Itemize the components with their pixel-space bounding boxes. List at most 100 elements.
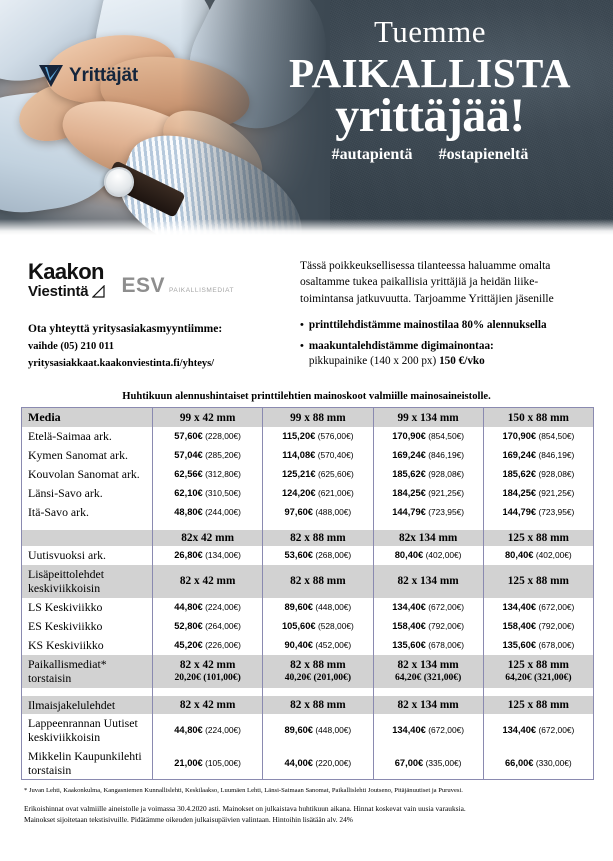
price-cell: 135,60€ (678,00€)	[482, 635, 595, 655]
kaakon-logo-line1: Kaakon	[28, 259, 104, 284]
section-header-paikallismediat: Paikallismediat* torstaisin 82 x 42 mm 2…	[21, 654, 595, 688]
footnotes-section: * Juvan Lehti, Kaakonkulma, Kangasniemen…	[0, 780, 613, 825]
size-cell: 82x 42 mm	[151, 529, 264, 546]
row-label: Kouvolan Sanomat ark.	[21, 464, 153, 484]
price-cell: 52,80€ (264,00€)	[151, 616, 264, 636]
table-row: Kouvolan Sanomat ark. 62,56€ (312,80€) 1…	[21, 464, 595, 484]
intro-paragraph: Tässä poikkeuksellisessa tilanteessa hal…	[300, 260, 554, 305]
kaakon-viestinta-logo: Kaakon Viestintä	[28, 259, 106, 300]
price-cell: 170,90€ (854,50€)	[482, 426, 595, 446]
price-cell: 185,62€ (928,08€)	[482, 464, 595, 484]
row-label-line2: keskiviikkoisin	[28, 730, 101, 745]
table-row: Länsi-Savo ark. 62,10€ (310,50€) 124,20€…	[21, 483, 595, 503]
price-cell: 53,60€ (268,00€)	[262, 545, 374, 565]
offer-bullet-digital-text: maakuntalehdistämme digimainontaa:	[308, 340, 494, 353]
price-cell: 158,40€ (792,00€)	[372, 616, 484, 636]
price-cell: 57,04€ (285,20€)	[151, 445, 264, 465]
price-cell: 184,25€ (921,25€)	[372, 483, 484, 503]
price-cell: 134,40€ (672,00€)	[482, 713, 595, 747]
table-row: Uutisvuoksi ark. 26,80€ (134,00€) 53,60€…	[21, 545, 595, 565]
price-cell: 184,25€ (921,25€)	[482, 483, 595, 503]
bullet-dot-icon: •	[300, 340, 304, 353]
price-cell: 169,24€ (846,19€)	[482, 445, 595, 465]
size-row-blank	[21, 529, 153, 546]
info-right-column: Tässä poikkeuksellisessa tilanteessa hal…	[300, 253, 590, 375]
bullet-dot-icon: •	[300, 318, 304, 331]
size-and-price-cell: 125 x 88 mm 64,20€ (321,00€)	[482, 654, 595, 688]
size-and-price-cell: 82 x 42 mm 20,20€ (101,00€)	[151, 654, 264, 688]
price-cell: 185,62€ (928,08€)	[372, 464, 484, 484]
price-cell: 21,00€ (105,00€)	[151, 746, 264, 780]
row-label: KS Keskiviikko	[21, 635, 153, 655]
table-row: Mikkelin Kaupunkilehti torstaisin 21,00€…	[21, 746, 595, 780]
row-label: Lappeenrannan Uutiset keskiviikkoisin	[21, 713, 153, 747]
footnote-terms-line1: Erikoishinnat ovat valmiille aineistolle…	[24, 804, 466, 814]
size-cell: 82x 134 mm	[372, 529, 484, 546]
table-header-row: Media 99 x 42 mm 99 x 88 mm 99 x 134 mm …	[21, 407, 595, 427]
table-row: LS Keskiviikko 44,80€ (224,00€) 89,60€ (…	[21, 597, 595, 617]
price-cell: 115,20€ (576,00€)	[262, 426, 374, 446]
table-row: Kymen Sanomat ark. 57,04€ (285,20€) 114,…	[21, 445, 595, 465]
table-row: Itä-Savo ark. 48,80€ (244,00€) 97,60€ (4…	[21, 502, 595, 522]
yrittajat-logo-text: Yrittäjät	[69, 64, 138, 86]
section-label-line2: keskiviikkoisin	[28, 581, 101, 596]
price-table-wrapper: Media 99 x 42 mm 99 x 88 mm 99 x 134 mm …	[0, 407, 613, 781]
size-cell: 82 x 42 mm	[151, 695, 264, 714]
offer-bullet-digital-price: 150 €/vko	[439, 355, 485, 368]
price-cell: 158,40€ (792,00€)	[482, 616, 595, 636]
price-cell: 124,20€ (621,00€)	[262, 483, 374, 503]
size-cell: 125 x 88 mm	[482, 695, 595, 714]
hero-banner: Yrittäjät Tuemme PAIKALLISTA yrittäjää! …	[0, 0, 613, 235]
section-header-ilmaisjakelulehdet: Ilmaisjakelulehdet 82 x 42 mm 82 x 88 mm…	[21, 695, 595, 714]
price-cell: 80,40€ (402,00€)	[482, 545, 595, 565]
price-cell: 134,40€ (672,00€)	[372, 597, 484, 617]
offer-bullet-print: • printtilehdistämme mainostilaa 80% ale…	[300, 318, 590, 333]
kaakon-logo-line2: Viestintä	[28, 283, 89, 300]
size-header-row-uutisvuoksi: 82x 42 mm 82 x 88 mm 82x 134 mm 125 x 88…	[21, 529, 595, 546]
contact-url[interactable]: yritysasiakkaat.kaakonviestinta.fi/yhtey…	[28, 358, 215, 369]
hero-line-tuemme: Tuemme	[373, 14, 487, 49]
table-row: Lappeenrannan Uutiset keskiviikkoisin 44…	[21, 713, 595, 747]
price-cell: 57,60€ (228,00€)	[151, 426, 264, 446]
price-cell: 44,80€ (224,00€)	[151, 713, 264, 747]
photo-edge-fade	[180, 0, 330, 235]
footnote-terms: Erikoishinnat ovat valmiille aineistolle…	[24, 803, 593, 825]
table-row: KS Keskiviikko 45,20€ (226,00€) 90,40€ (…	[21, 635, 595, 655]
header-size-2: 99 x 88 mm	[262, 407, 374, 427]
section-label-line1: Paikallismediat*	[28, 656, 107, 671]
row-label: Länsi-Savo ark.	[21, 483, 153, 503]
row-label: Etelä-Saimaa ark.	[21, 426, 153, 446]
kaakon-triangle-icon	[92, 285, 106, 298]
price-cell: 97,60€ (488,00€)	[262, 502, 374, 522]
price-cell: 89,60€ (448,00€)	[262, 597, 374, 617]
price-cell: 62,10€ (310,50€)	[151, 483, 264, 503]
price-table: Media 99 x 42 mm 99 x 88 mm 99 x 134 mm …	[21, 407, 595, 781]
hands-photo	[0, 0, 330, 235]
section-label-line1: Lisäpeittolehdet	[28, 566, 105, 581]
section-label: Paikallismediat* torstaisin	[21, 654, 153, 688]
offer-bullet-digital-detail: pikkupainike (140 x 200 px)	[308, 355, 440, 368]
price-cell: 67,00€ (335,00€)	[372, 746, 484, 780]
row-label: ES Keskiviikko	[21, 616, 153, 636]
row-label: Mikkelin Kaupunkilehti torstaisin	[21, 746, 153, 780]
header-size-3: 99 x 134 mm	[372, 407, 484, 427]
brand-logos: Kaakon Viestintä ESV PAIKALLISMEDIAT	[28, 259, 300, 300]
size-cell: 125 x 88 mm	[482, 564, 595, 598]
contact-heading: Ota yhteyttä yritysasiakasmyyntiimme:	[28, 323, 223, 335]
hashtag-autapienta: #autapientä	[331, 146, 413, 164]
header-media: Media	[21, 407, 153, 427]
esv-logo-mark: ESV	[121, 274, 165, 297]
contact-phone: vaihde (05) 210 011	[28, 341, 115, 352]
price-cell: 26,80€ (134,00€)	[151, 545, 264, 565]
price-cell: 80,40€ (402,00€)	[372, 545, 484, 565]
hero-line-yrittajaa: yrittäjää!	[335, 89, 525, 143]
header-size-4: 150 x 88 mm	[482, 407, 595, 427]
price-cell: 170,90€ (854,50€)	[372, 426, 484, 446]
footnote-asterisk: * Juvan Lehti, Kaakonkulma, Kangasniemen…	[24, 787, 463, 795]
price-cell: 89,60€ (448,00€)	[262, 713, 374, 747]
yrittajat-logo-mark	[39, 65, 63, 87]
price-cell: 90,40€ (452,00€)	[262, 635, 374, 655]
hero-line-paikallista: PAIKALLISTA	[289, 49, 571, 96]
price-cell: 62,56€ (312,80€)	[151, 464, 264, 484]
size-cell: 82 x 134 mm	[372, 564, 484, 598]
